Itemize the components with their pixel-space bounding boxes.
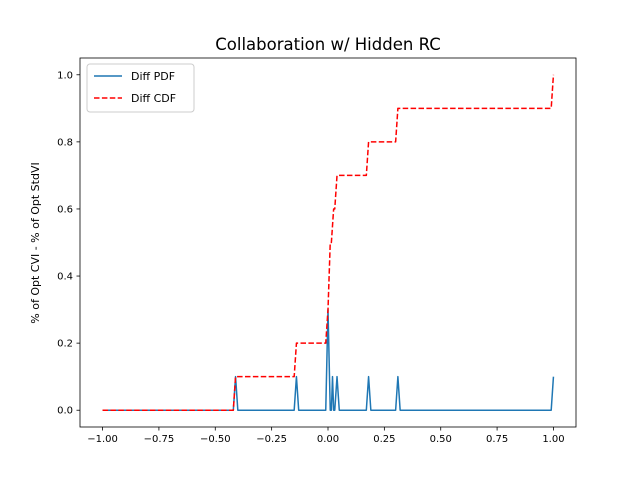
x-tick-label: −0.25 (256, 434, 287, 445)
x-tick-label: 1.00 (542, 434, 564, 445)
y-tick-label: 0.4 (57, 272, 73, 283)
y-tick-label: 1.0 (57, 70, 73, 81)
series-line-diff-pdf (102, 308, 555, 411)
y-axis: 0.0 0.2 0.4 0.6 0.8 1.0 (57, 70, 80, 417)
y-axis-label: % of Opt CVI - % of Opt StdVI (29, 162, 42, 323)
x-tick-label: 0.00 (317, 434, 339, 445)
y-tick-label: 0.8 (57, 137, 73, 148)
y-tick-label: 0.0 (57, 406, 73, 417)
x-axis: −1.00 −0.75 −0.50 −0.25 0.00 0.25 0.50 0.75 1.00 (87, 427, 565, 445)
x-tick-label: 0.50 (430, 434, 452, 445)
x-tick-label: −0.75 (144, 434, 175, 445)
chart-title: Collaboration w/ Hidden RC (215, 35, 440, 54)
legend-label-diff-cdf: Diff CDF (131, 92, 176, 105)
x-tick-label: −0.50 (200, 434, 231, 445)
x-tick-label: 0.25 (373, 434, 395, 445)
y-tick-label: 0.2 (57, 339, 73, 350)
y-tick-label: 0.6 (57, 204, 73, 215)
legend: Diff PDF Diff CDF (86, 63, 195, 113)
x-tick-label: 0.75 (486, 434, 508, 445)
series-line-diff-cdf (102, 74, 555, 411)
legend-label-diff-pdf: Diff PDF (131, 70, 175, 83)
x-tick-label: −1.00 (87, 434, 118, 445)
